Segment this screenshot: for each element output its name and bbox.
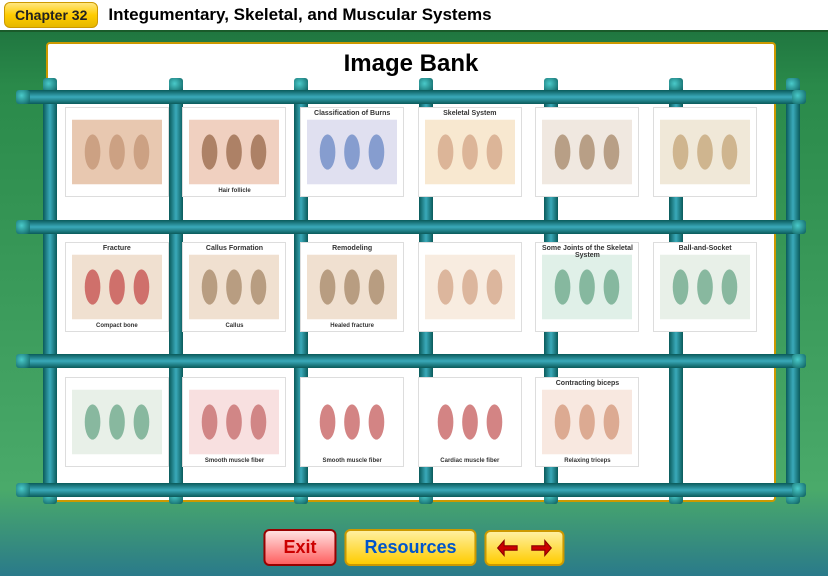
thumbnail-bottom-label: Cardiac muscle fiber: [440, 458, 499, 464]
thumbnail-skeleton[interactable]: Skeletal System: [418, 107, 522, 197]
thumbnail-image-icon: [301, 378, 403, 466]
thumbnail-image-icon: [536, 378, 638, 466]
grid-cap: [16, 90, 30, 104]
grid-cap: [792, 354, 806, 368]
grid-cap: [16, 483, 30, 497]
thumbnail-bottom-label: Smooth muscle fiber: [322, 458, 381, 464]
grid-cap: [792, 90, 806, 104]
chapter-label: Chapter 32: [15, 7, 87, 23]
next-arrow[interactable]: [525, 534, 557, 562]
thumbnail-image-icon: [66, 378, 168, 466]
thumbnail-image-icon: [419, 243, 521, 331]
thumbnail-top-label: Remodeling: [332, 245, 372, 252]
arrow-left-icon: [496, 535, 522, 561]
thumbnail-skin-layers[interactable]: [65, 107, 169, 197]
grid-cap: [16, 220, 30, 234]
thumbnail-joints-table2[interactable]: Ball-and-Socket: [653, 242, 757, 332]
arrow-group: [485, 530, 565, 566]
resources-button[interactable]: Resources: [344, 529, 476, 566]
thumbnail-bottom-label: Callus: [225, 323, 243, 329]
thumbnail-elbow-joint[interactable]: [418, 242, 522, 332]
thumbnail-fracture[interactable]: Fracture Compact bone: [65, 242, 169, 332]
thumbnail-image-icon: [66, 243, 168, 331]
thumbnail-top-label: Fracture: [103, 245, 131, 252]
thumbnail-image-icon: [654, 108, 756, 196]
resources-label: Resources: [364, 537, 456, 557]
thumbnail-bottom-label: Healed fracture: [330, 323, 374, 329]
thumbnail-bottom-label: Smooth muscle fiber: [205, 458, 264, 464]
thumbnail-cardiac-muscle[interactable]: Cardiac muscle fiber: [418, 377, 522, 467]
thumbnail-image-icon: [183, 378, 285, 466]
thumbnail-top-label: Some Joints of the Skeletal System: [536, 245, 638, 259]
thumbnail-joints-table3[interactable]: [65, 377, 169, 467]
thumbnail-muscle-types[interactable]: Smooth muscle fiber: [182, 377, 286, 467]
thumbnail-bottom-label: Compact bone: [96, 323, 138, 329]
thumbnail-femur[interactable]: [535, 107, 639, 197]
grid-cap: [786, 490, 800, 504]
thumbnail-image-icon: [183, 108, 285, 196]
bottom-toolbar: Exit Resources: [263, 529, 564, 566]
thumbnail-image-icon: [301, 108, 403, 196]
thumbnail-row: FractureCompact boneCallus FormationCall…: [58, 219, 764, 354]
thumbnail-image-icon: [536, 108, 638, 196]
main-panel: Image Bank Hair follicle Classification o…: [46, 42, 776, 502]
thumbnail-top-label: Callus Formation: [206, 245, 263, 252]
arrow-right-icon: [528, 535, 554, 561]
thumbnail-bottom-label: Hair follicle: [218, 188, 250, 194]
thumbnail-image-icon: [419, 108, 521, 196]
grid-cap: [792, 483, 806, 497]
chapter-title: Integumentary, Skeletal, and Muscular Sy…: [108, 5, 491, 25]
thumbnail-top-label: Classification of Burns: [314, 110, 390, 117]
thumbnail-callus[interactable]: Callus Formation Callus: [182, 242, 286, 332]
thumbnail-sebaceous-gland[interactable]: Hair follicle: [182, 107, 286, 197]
grid-cap: [792, 220, 806, 234]
thumbnail-top-label: Ball-and-Socket: [679, 245, 732, 252]
thumbnail-smooth-muscle[interactable]: Smooth muscle fiber: [300, 377, 404, 467]
thumbnail-biceps-triceps[interactable]: Contracting biceps Relaxing triceps: [535, 377, 639, 467]
exit-label: Exit: [283, 537, 316, 557]
thumbnail-top-label: Skeletal System: [443, 110, 496, 117]
thumbnail-image-icon: [301, 243, 403, 331]
thumbnail-burns-table[interactable]: Classification of Burns: [300, 107, 404, 197]
grid-vertical-bar: [786, 82, 800, 500]
thumbnail-joints-table1[interactable]: Some Joints of the Skeletal System: [535, 242, 639, 332]
thumbnail-row: Hair follicle Classification of Burns Skel…: [58, 84, 764, 219]
thumbnail-image-icon: [66, 108, 168, 196]
thumbnail-row: Smooth muscle fiber Smooth muscle fiber Ca…: [58, 354, 764, 489]
exit-button[interactable]: Exit: [263, 529, 336, 566]
thumbnail-image-icon: [183, 243, 285, 331]
header-bar: Chapter 32 Integumentary, Skeletal, and …: [0, 0, 828, 32]
thumbnail-bottom-label: Relaxing triceps: [564, 458, 610, 464]
thumbnail-remodeling[interactable]: Remodeling Healed fracture: [300, 242, 404, 332]
thumbnail-top-label: Contracting biceps: [556, 380, 619, 387]
grid-cap: [786, 78, 800, 92]
thumbnail-image-icon: [419, 378, 521, 466]
thumbnail-long-bone[interactable]: [653, 107, 757, 197]
grid-cap: [16, 354, 30, 368]
prev-arrow[interactable]: [493, 534, 525, 562]
chapter-badge: Chapter 32: [4, 2, 98, 28]
thumbnail-grid: Hair follicle Classification of Burns Skel…: [58, 84, 764, 490]
thumbnail-image-icon: [654, 243, 756, 331]
page-title: Image Bank: [48, 44, 774, 78]
